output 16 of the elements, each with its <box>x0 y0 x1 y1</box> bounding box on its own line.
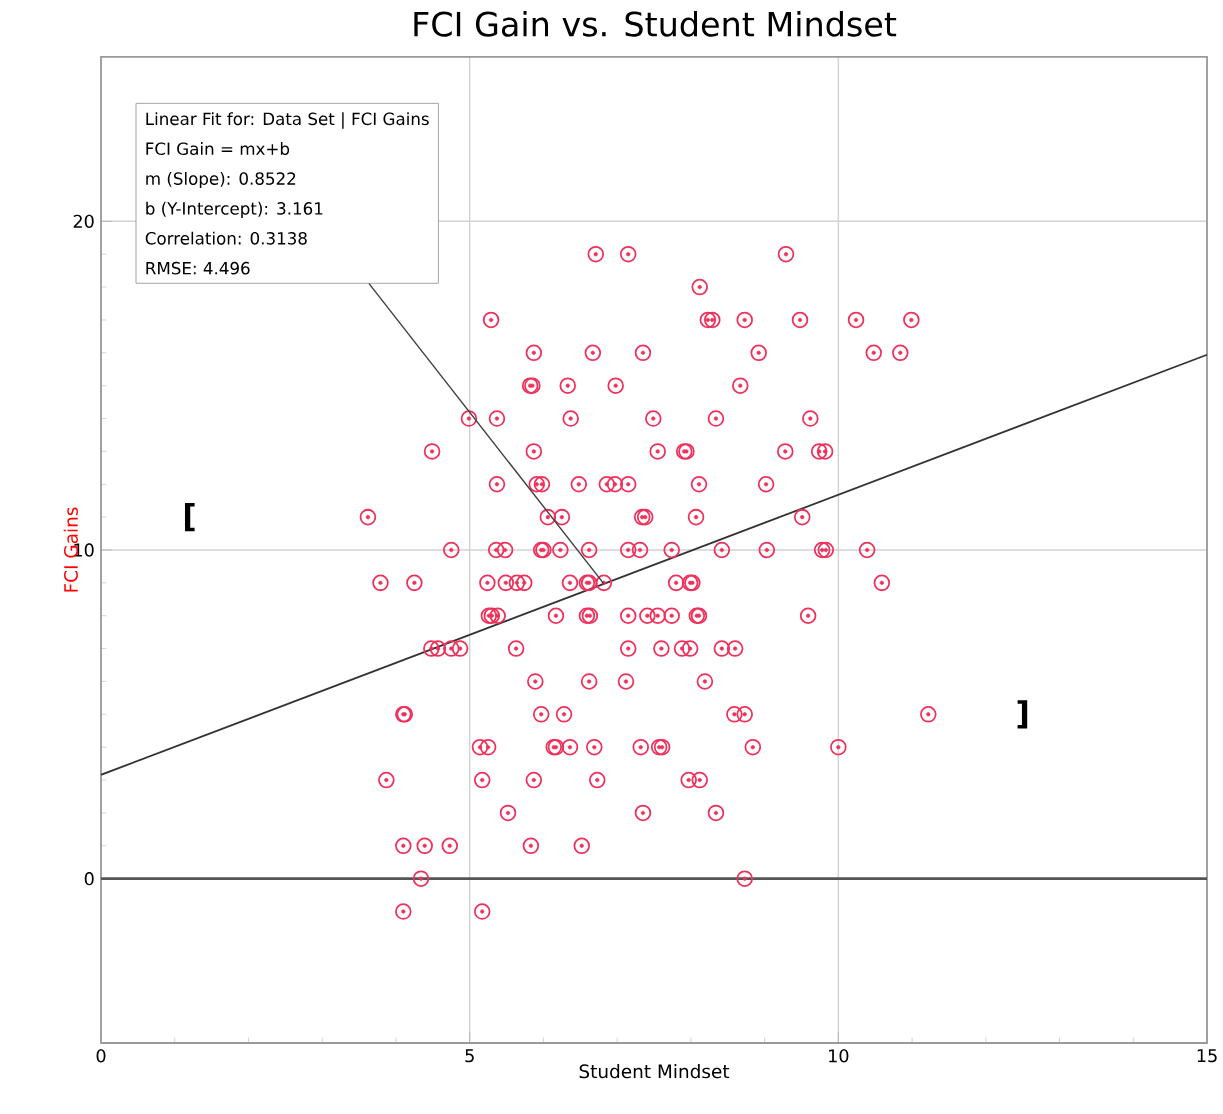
annotation: Linear Fit for: Data Set | FCI Gains <box>146 112 429 129</box>
chart-title: FCI Gain vs. Student Mindset <box>414 10 897 37</box>
annotation: ] <box>1017 700 1028 729</box>
y-tick-label: 20 <box>73 214 94 228</box>
annotation: b (Y-Intercept): 3.161 <box>146 201 323 218</box>
annotation: m (Slope): 0.8522 <box>146 171 296 189</box>
x-tick-label: 0 <box>96 1049 106 1063</box>
annotation: FCI Gain = mx+b <box>146 142 290 156</box>
y-tick-label: 0 <box>84 872 94 886</box>
annotation: [ <box>184 503 195 532</box>
x-axis-title: Student Mindset <box>579 1064 730 1079</box>
annotation: Correlation: 0.3138 <box>145 231 307 245</box>
x-tick-label: 5 <box>465 1049 474 1063</box>
x-tick-label: 10 <box>829 1049 849 1063</box>
x-tick-label: 15 <box>1197 1049 1217 1063</box>
annotation: RMSE: 4.496 <box>146 261 250 275</box>
